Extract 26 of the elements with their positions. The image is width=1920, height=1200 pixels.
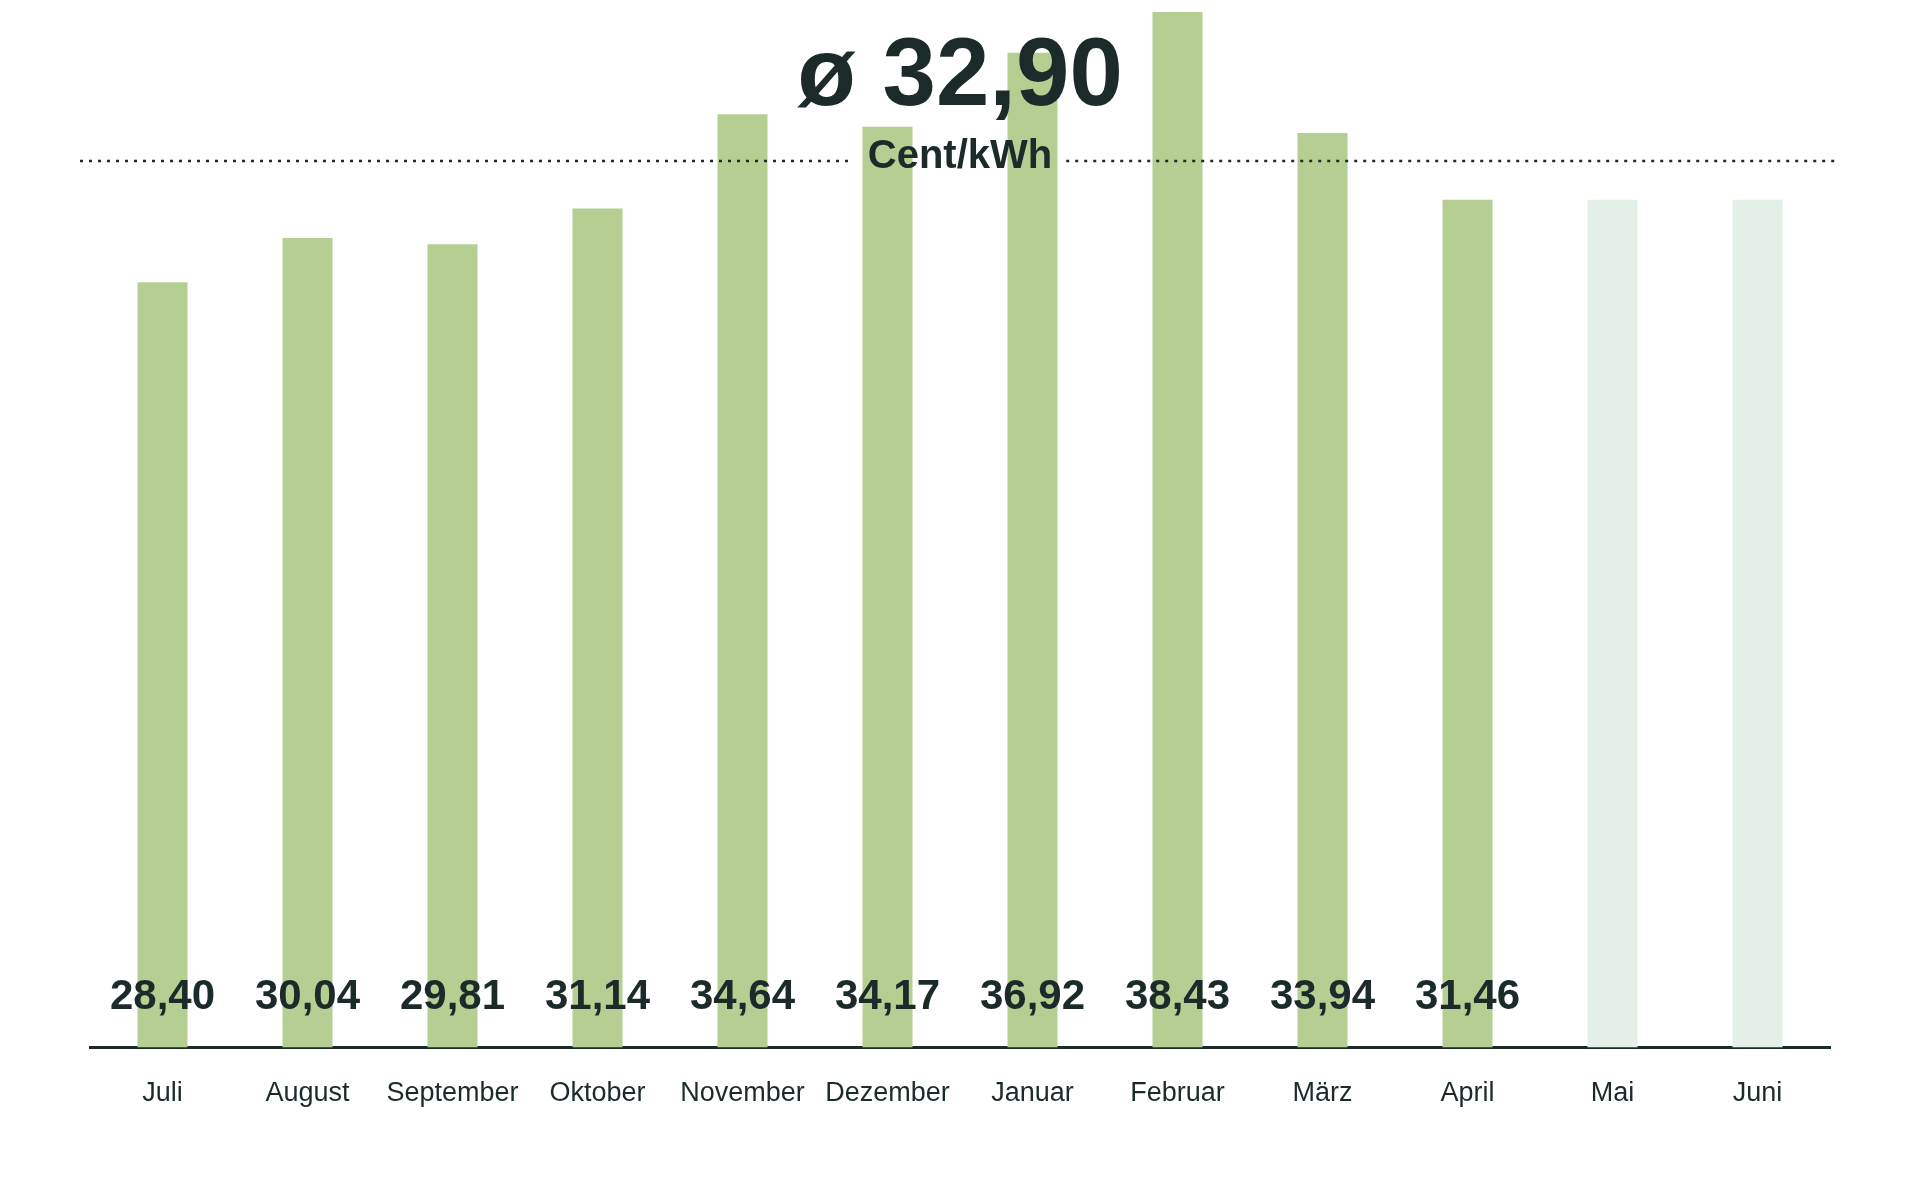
x-tick-label: Juni xyxy=(1732,1077,1783,1108)
bar xyxy=(1587,199,1638,1048)
data-label: 28,40 xyxy=(109,971,216,1019)
data-label: 38,43 xyxy=(1124,971,1231,1019)
x-tick-label: April xyxy=(1440,1077,1495,1108)
x-tick-label: Januar xyxy=(991,1077,1074,1108)
data-label: 29,81 xyxy=(399,971,506,1019)
x-tick-label: Februar xyxy=(1130,1077,1225,1108)
ref-line-label: ø 32,90 xyxy=(797,18,1123,126)
x-tick-label: September xyxy=(386,1077,519,1108)
annotation: Cent/kWh xyxy=(867,132,1053,177)
x-tick-label: Juli xyxy=(142,1077,183,1108)
data-label: 34,17 xyxy=(834,971,941,1019)
data-label: 36,92 xyxy=(979,971,1086,1019)
x-tick-label: August xyxy=(265,1077,351,1108)
x-tick-label: Mai xyxy=(1590,1077,1635,1108)
data-label: 31,46 xyxy=(1414,971,1521,1019)
x-tick-label: Oktober xyxy=(549,1077,646,1108)
x-tick-label: Dezember xyxy=(825,1077,950,1108)
data-label: 33,94 xyxy=(1269,971,1376,1019)
data-label: 31,14 xyxy=(544,971,651,1019)
bar xyxy=(1732,199,1783,1048)
data-label: 30,04 xyxy=(254,971,361,1019)
x-tick-label: März xyxy=(1292,1077,1353,1108)
x-tick-label: November xyxy=(680,1077,805,1108)
data-label: 34,64 xyxy=(689,971,796,1019)
